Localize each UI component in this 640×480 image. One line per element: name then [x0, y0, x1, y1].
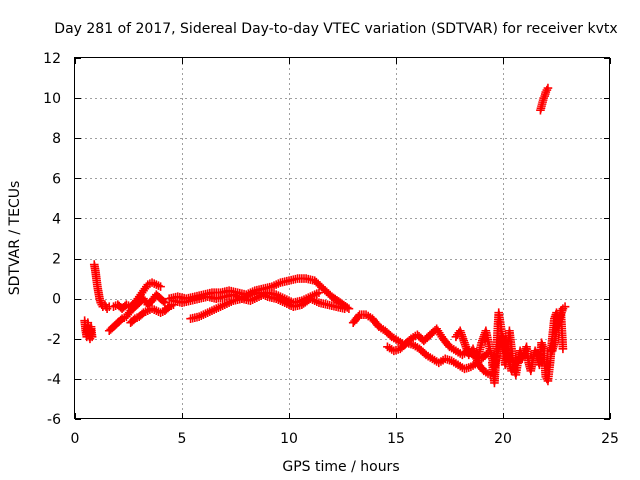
grid-lines: [75, 58, 610, 419]
x-tick-label: 0: [71, 431, 80, 447]
y-tick-label: 0: [52, 292, 61, 308]
chart-title: Day 281 of 2017, Sidereal Day-to-day VTE…: [54, 21, 617, 37]
y-tick-label: -2: [47, 332, 61, 348]
series-s14: [536, 83, 553, 115]
data-point: [156, 282, 165, 291]
data-point: [160, 298, 170, 307]
data-point: [560, 302, 570, 311]
data-point: [87, 332, 97, 342]
y-tick-label: 4: [52, 211, 61, 227]
series-s4: [109, 278, 165, 313]
data-points: [80, 83, 570, 388]
plot-frame: [74, 57, 610, 419]
y-tick-label: -6: [47, 412, 61, 428]
data-point: [159, 297, 168, 306]
y-tick-label: 2: [52, 252, 61, 268]
x-tick-label: 10: [280, 431, 298, 447]
series-s8: [186, 288, 349, 324]
data-point: [543, 83, 553, 93]
y-tick-label: 12: [43, 51, 61, 67]
series-s10: [383, 338, 495, 380]
x-tick-label: 25: [601, 431, 619, 447]
x-tick-label: 5: [178, 431, 187, 447]
series-s5: [126, 300, 178, 328]
x-tick-label: 20: [494, 431, 512, 447]
series-s13: [547, 302, 570, 356]
y-tick-label: 8: [52, 131, 61, 147]
data-point: [558, 344, 568, 354]
series-s1: [80, 316, 97, 344]
axis-ticks: 0 5 10 15 20 25 -6 -4 -2 0 2 4 6 8 10 12: [43, 51, 619, 447]
series-s12: [488, 306, 568, 388]
data-point: [314, 288, 324, 297]
y-tick-label: -4: [47, 372, 61, 388]
x-tick-label: 15: [387, 431, 405, 447]
y-tick-label: 10: [43, 91, 61, 107]
x-axis-label: GPS time / hours: [282, 459, 399, 475]
y-axis-label: SDTVAR / TECUs: [7, 181, 23, 296]
y-tick-label: 6: [52, 171, 61, 187]
data-point: [340, 304, 349, 313]
